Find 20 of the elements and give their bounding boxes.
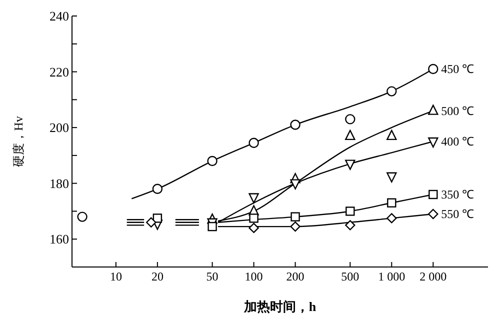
x-axis-title: 加热时间，h: [242, 299, 317, 314]
series-label: 350 ℃: [441, 187, 474, 202]
series-label: 450 ℃: [441, 62, 474, 76]
x-tick-label: 200: [286, 270, 304, 284]
x-tick-label: 10: [110, 270, 122, 284]
x-tick-label: 20: [151, 270, 164, 284]
series-label: 550 ℃: [441, 207, 474, 222]
series-label: 400 ℃: [441, 134, 474, 148]
y-tick-label: 220: [50, 64, 69, 80]
y-tick-label: 180: [50, 176, 69, 191]
x-tick-label: 100: [244, 270, 263, 284]
y-tick-label: 160: [50, 232, 69, 247]
x-tick-label: 500: [341, 270, 360, 284]
y-tick-label: 200: [50, 120, 69, 136]
y-axis-title: 硬度，Hv: [11, 116, 26, 167]
x-tick-label: 1 000: [378, 270, 406, 284]
x-tick-label: 50: [206, 270, 218, 284]
series-label: 500 ℃: [441, 104, 474, 118]
x-tick-label: 2 000: [420, 270, 447, 284]
y-tick-label: 240: [50, 8, 69, 24]
